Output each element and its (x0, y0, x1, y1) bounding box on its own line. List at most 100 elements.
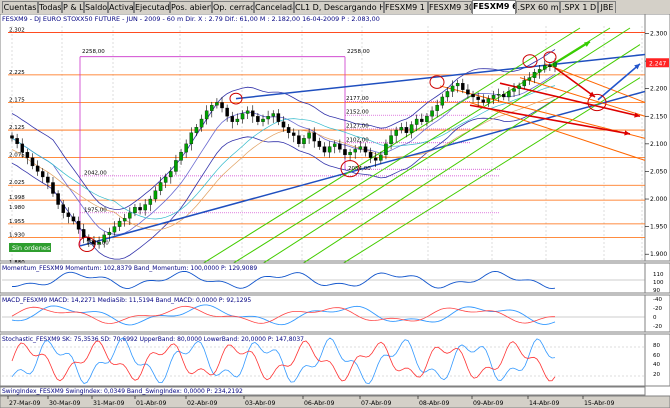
tab-pos-abiertas[interactable]: Pos. abiertas (170, 1, 212, 13)
price-axis-ticks: 2.3002.2502.2002.1502.1002.0502.0001.950… (645, 31, 669, 258)
date-label: 30-Mar-09 (49, 400, 81, 407)
price-tick-label: 2.300 (650, 31, 667, 38)
candle-body (153, 190, 158, 200)
indicator-tick-label: 60 (653, 353, 660, 359)
candle-body (163, 176, 168, 183)
tab-spx-1-d[interactable]: .SPX 1 D (560, 1, 598, 13)
candle-body (461, 83, 465, 90)
candle-body (440, 96, 445, 106)
tab-label: FESXM9 60 m (473, 2, 515, 11)
annotation-label: 2042,00 (84, 170, 107, 176)
candle-body (496, 94, 501, 96)
level-label: 2.075 (9, 153, 25, 159)
tab-saldos[interactable]: Saldos (84, 1, 108, 13)
tab-spx-60-m[interactable]: .SPX 60 m (516, 1, 560, 13)
tab-canceladas[interactable]: Canceladas (254, 1, 294, 13)
bull-arrow (549, 41, 591, 68)
candle-body (389, 135, 393, 145)
indicator-tick-label: 100 (653, 280, 664, 286)
annotation-label: 2054,00 (348, 166, 371, 172)
candle-body (235, 118, 240, 122)
candle-body (46, 176, 50, 183)
trend-lines (79, 27, 646, 266)
indicator-tick-label: 80 (653, 343, 660, 349)
candle-body (76, 220, 81, 230)
fan-line (469, 102, 646, 161)
price-tick-label: 2.200 (650, 86, 667, 93)
circle-marker (78, 236, 96, 252)
level-label: 1.998 (9, 195, 25, 201)
circle-marker (229, 92, 243, 105)
candle-body (256, 116, 260, 122)
candle-body (15, 138, 19, 145)
candle-body (379, 154, 383, 161)
tab-activas[interactable]: Activas (108, 1, 134, 13)
candle-body (112, 226, 117, 233)
tab-p-l[interactable]: P & L (62, 1, 84, 13)
indicator-tick-label: 110 (653, 272, 664, 278)
candle-body (517, 85, 521, 89)
macd-header: MACD_FESXM9 MACD: 14,2271 MediaSib: 11,5… (2, 297, 251, 304)
momentum-header: Momentum_FESXM9 Momentum: 102,8379 Band_… (2, 265, 257, 272)
candle-body (210, 105, 214, 111)
candle-body (297, 135, 301, 145)
tab-cuentas[interactable]: Cuentas (2, 1, 38, 13)
candle-body (117, 220, 122, 227)
candlesticks (10, 58, 557, 249)
candle-body (368, 151, 373, 158)
candle-body (225, 107, 229, 117)
price-tick-label: 1.950 (650, 224, 667, 231)
circle-marker (587, 93, 607, 112)
candle-body (543, 65, 547, 70)
channel-line (229, 27, 611, 266)
tab-ejecutadas[interactable]: Ejecutadas (134, 1, 170, 13)
candle-body (312, 132, 316, 142)
tab-label: JBE (600, 3, 614, 12)
tab-fesxm9-60-m[interactable]: FESXM9 60 m (472, 0, 516, 14)
swingindex-header: SwingIndex_FESXM9 SwingIndex: 0,0349 Ban… (2, 388, 243, 395)
tab-todas[interactable]: Todas (38, 1, 62, 13)
candle-body (220, 102, 224, 109)
candle-body (138, 207, 142, 211)
indicator-tick-label: -40 (653, 297, 662, 303)
tab-label: Activas (109, 3, 134, 12)
tab-jbe[interactable]: JBE (598, 1, 616, 13)
candle-body (240, 113, 245, 120)
tab-fesxm9-1-d[interactable]: FESXM9 1 D (384, 1, 428, 13)
level-label: 2.225 (9, 70, 25, 76)
stochastic-header: Stochastic_FESXM9 SK: 75,3536 SD: 70,699… (2, 336, 304, 343)
candle-body (317, 140, 322, 147)
annotation-label: 2177,00 (346, 96, 369, 102)
tab-fesxm9-30-m[interactable]: FESXM9 30 m (428, 1, 472, 13)
candle-body (25, 151, 30, 158)
price-tick-label: 2.100 (650, 141, 667, 148)
candle-body (363, 146, 368, 153)
candle-body (10, 135, 14, 139)
candle-body (215, 102, 219, 106)
macd-panel: MACD_FESXM9 MACD: 14,2271 MediaSib: 11,5… (0, 294, 670, 333)
tab-cl1-d-descargando-histo-de-cl[interactable]: CL1 D, Descargando Histo. de: [CL] (294, 1, 384, 13)
momentum-line (12, 270, 556, 290)
candle-body (343, 149, 347, 156)
momentum-panel: Momentum_FESXM9 Momentum: 102,8379 Band_… (0, 262, 670, 294)
candle-body (271, 113, 276, 117)
sin-ordenes-badge[interactable] (9, 243, 51, 252)
candle-body (384, 143, 388, 156)
circle-markers (78, 51, 607, 252)
bear-arrow (469, 104, 631, 135)
candle-body (107, 231, 112, 236)
indicator-ticks: 110 100 90 -40 -20 0 -20 80 60 40 20 (653, 272, 664, 378)
candle-body (230, 116, 235, 122)
candle-body (56, 193, 60, 205)
candle-body (184, 143, 188, 153)
tab-op-cerradas[interactable]: Op. cerradas (212, 1, 254, 13)
candle-body (158, 182, 163, 191)
annotation-label: 2127,00 (346, 123, 369, 129)
bb-lower (11, 98, 556, 260)
date-label: 08-Abr-09 (419, 400, 449, 407)
sin-ordenes-label: Sin ordenes (12, 244, 51, 252)
macd-signal-line (11, 305, 555, 324)
swingindex-panel: SwingIndex_FESXM9 SwingIndex: 0,0349 Ban… (0, 386, 646, 396)
candle-body (486, 98, 491, 103)
